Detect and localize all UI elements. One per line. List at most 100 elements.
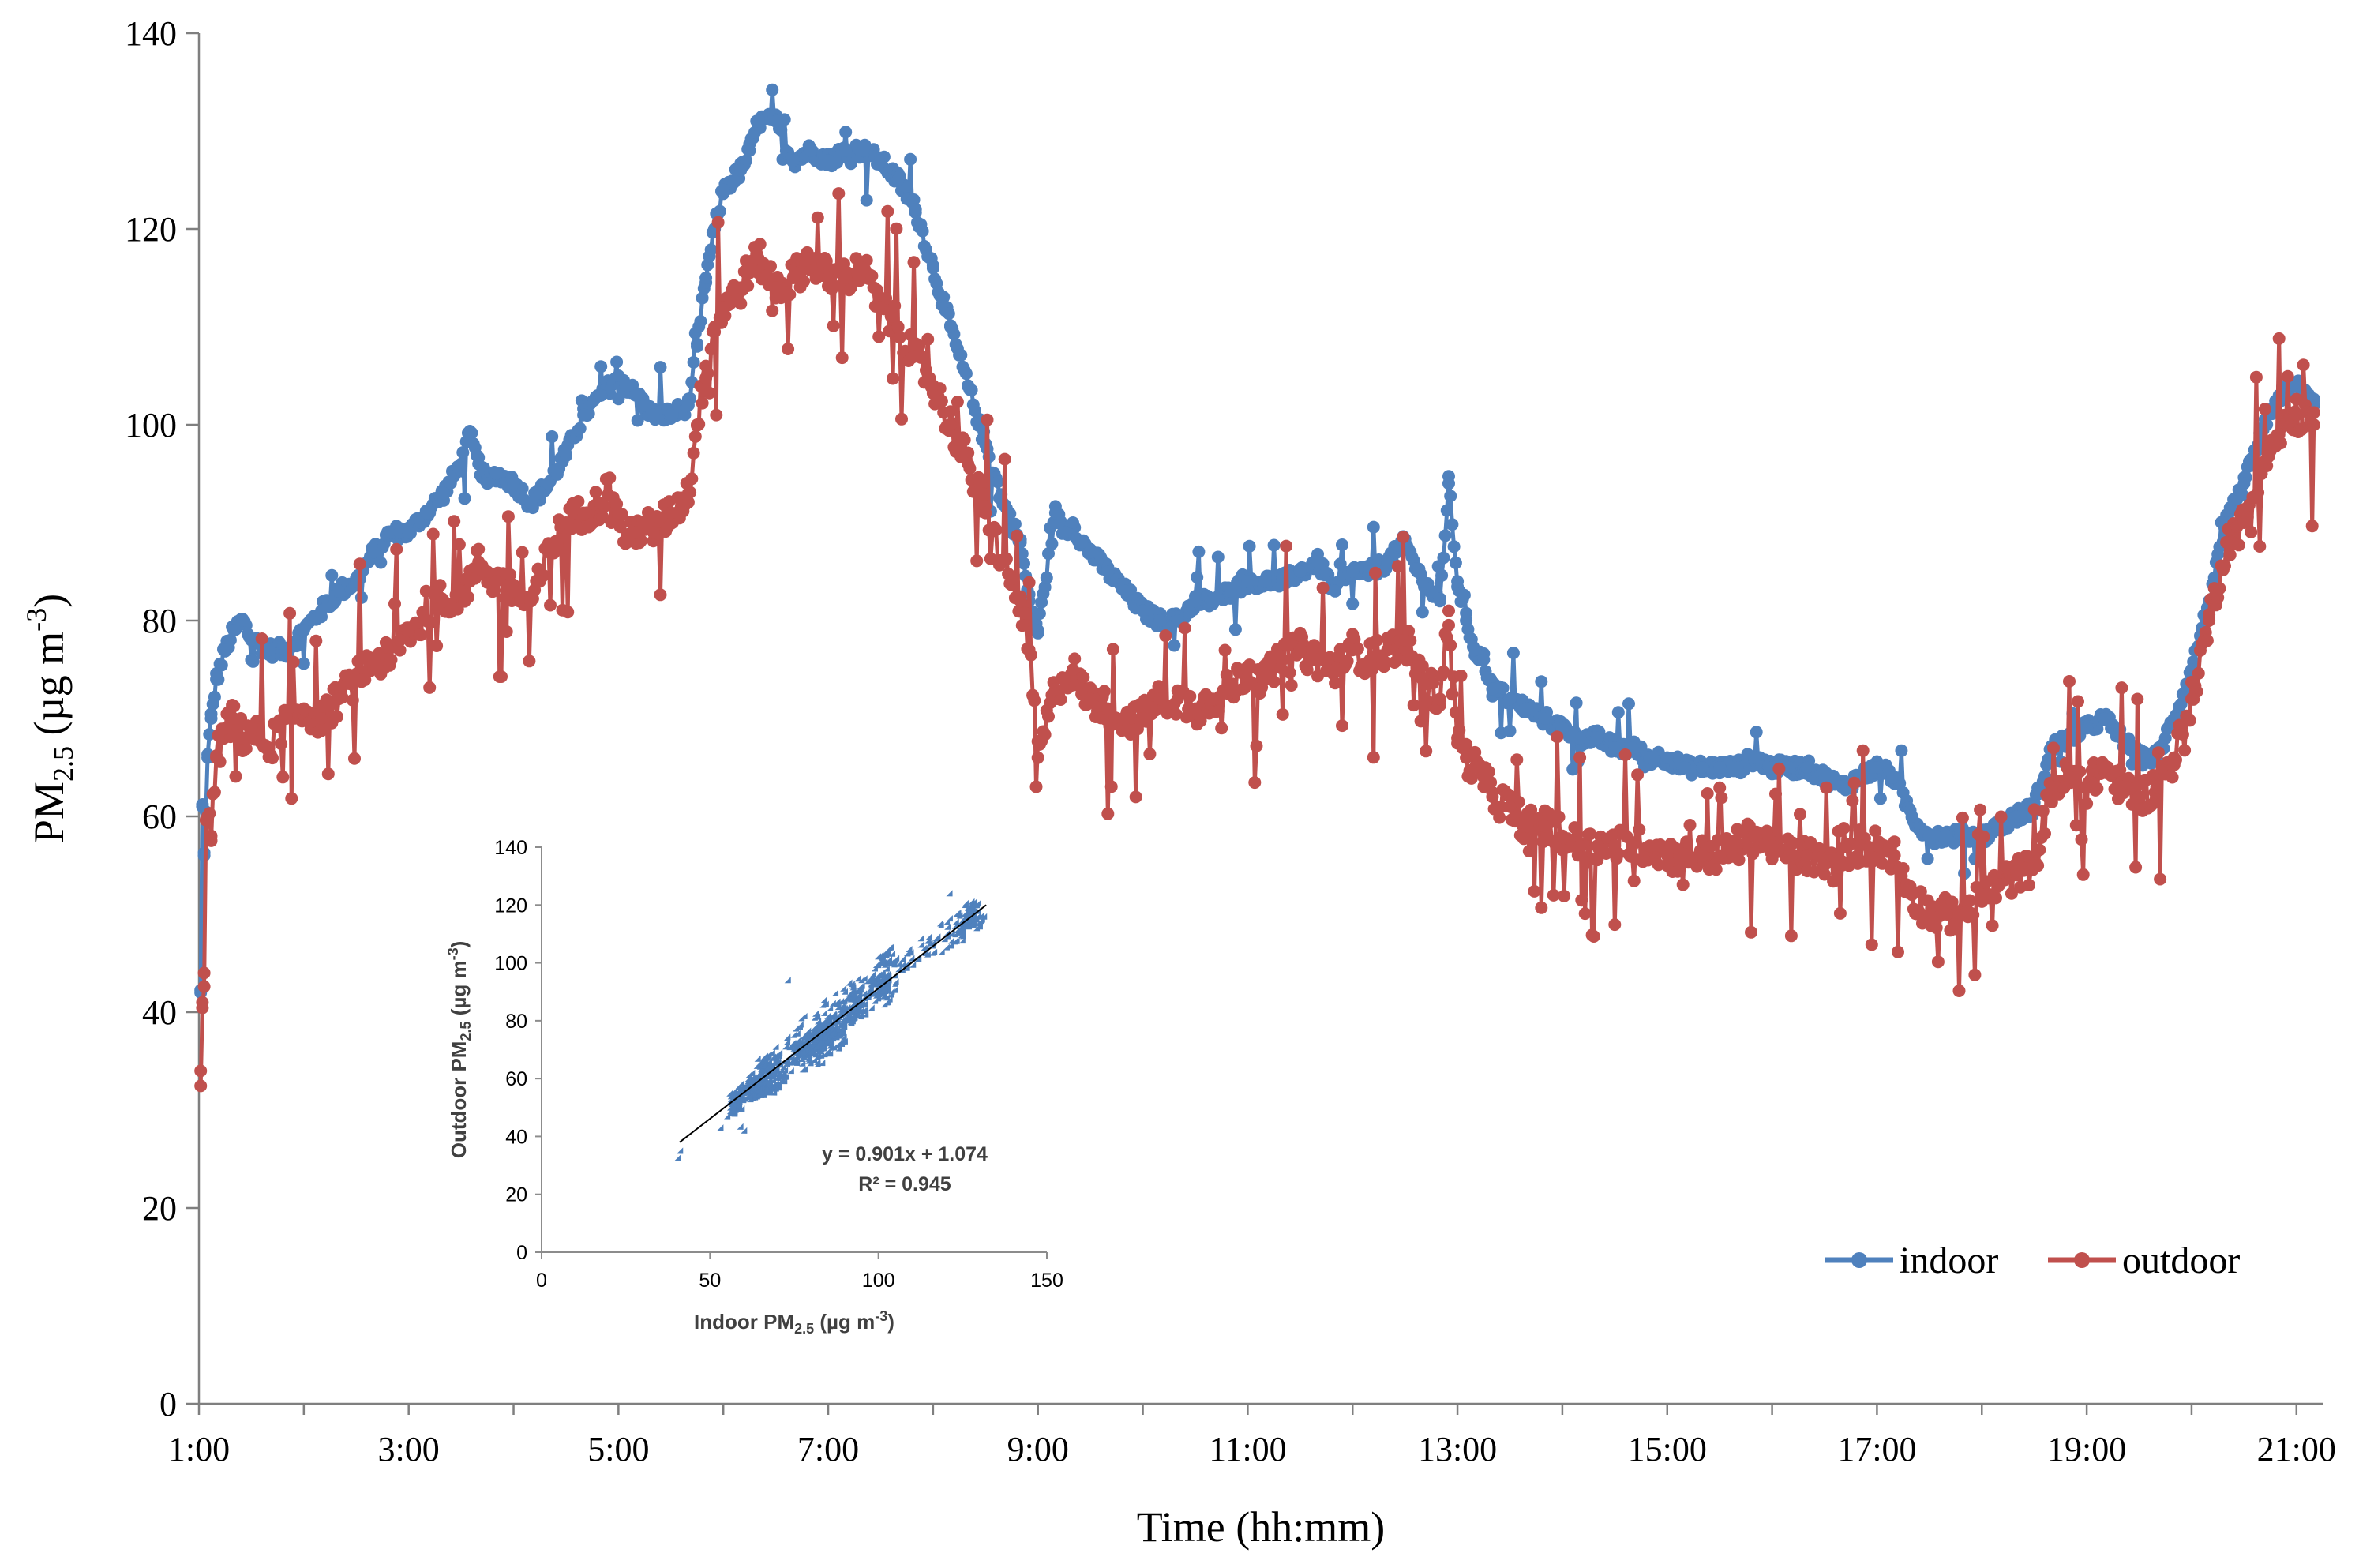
inset-y-tick-label: 0: [516, 1242, 527, 1264]
x-tick-label: 9:00: [1007, 1430, 1069, 1469]
data-point: [1019, 606, 1033, 620]
data-point: [1974, 803, 1987, 816]
scatter-point: [956, 928, 963, 936]
data-point: [647, 526, 660, 539]
data-point: [1442, 477, 1455, 490]
data-point: [1067, 516, 1079, 529]
data-point: [958, 433, 971, 447]
data-point: [2063, 675, 2076, 688]
scatter-point: [741, 1127, 748, 1134]
data-point: [827, 319, 840, 332]
data-point: [2253, 540, 2267, 553]
data-point: [977, 487, 991, 501]
data-point: [266, 752, 279, 765]
data-point: [895, 412, 908, 426]
data-point: [1057, 673, 1071, 686]
data-point: [1573, 731, 1587, 745]
scatter-point: [924, 951, 931, 958]
data-point: [811, 211, 824, 224]
data-point: [913, 339, 926, 353]
data-point: [2098, 761, 2111, 774]
data-point: [348, 752, 361, 765]
data-point: [1346, 643, 1360, 657]
data-point: [2038, 827, 2051, 840]
y-tick-label: 100: [125, 406, 177, 445]
data-point: [2080, 722, 2094, 735]
data-point: [1067, 663, 1079, 676]
data-point: [507, 584, 520, 598]
data-point: [681, 496, 695, 509]
data-point: [1573, 839, 1587, 853]
data-point: [1391, 560, 1405, 573]
data-point: [1206, 692, 1220, 706]
data-point: [1986, 919, 1999, 932]
scatter-point: [791, 1048, 798, 1055]
x-tick-label: 1:00: [168, 1430, 230, 1469]
data-point: [1538, 820, 1551, 833]
scatter-point: [833, 1000, 840, 1007]
data-point: [204, 829, 218, 842]
data-point: [631, 414, 644, 427]
data-point: [1119, 712, 1132, 725]
data-point: [1068, 652, 1082, 666]
data-point: [1731, 761, 1744, 774]
data-point: [1153, 614, 1167, 627]
scatter-point: [855, 987, 862, 994]
data-point: [1285, 679, 1298, 692]
legend: indoor outdoor: [1825, 1240, 2240, 1281]
scatter-point: [884, 970, 891, 977]
data-point: [865, 269, 879, 283]
data-point: [2183, 714, 2196, 727]
data-point: [743, 261, 756, 275]
data-point: [2232, 538, 2245, 552]
data-point: [1660, 849, 1674, 862]
data-point: [1888, 849, 1901, 862]
data-point: [1008, 517, 1022, 531]
scatter-point: [674, 1154, 681, 1161]
data-point: [1555, 829, 1569, 842]
data-point: [612, 506, 625, 520]
data-point: [1407, 699, 1420, 712]
data-point: [713, 204, 726, 218]
data-point: [610, 355, 624, 369]
data-point: [1381, 643, 1394, 657]
data-point: [262, 643, 276, 657]
data-point: [2069, 819, 2083, 832]
scatter-point: [807, 1048, 814, 1055]
data-point: [926, 379, 939, 392]
data-point: [1608, 741, 1622, 755]
data-point: [1643, 751, 1656, 764]
data-point: [629, 526, 643, 539]
scatter-point: [917, 941, 924, 948]
scatter-point: [883, 949, 890, 956]
data-point: [215, 658, 228, 672]
scatter-point: [932, 935, 939, 942]
data-point: [577, 408, 591, 422]
data-point: [704, 343, 718, 356]
data-point: [857, 261, 870, 275]
data-point: [2091, 782, 2104, 795]
data-point: [1837, 822, 1851, 835]
data-point: [740, 154, 752, 167]
data-point: [1547, 888, 1560, 902]
data-point: [1048, 506, 1062, 520]
data-point: [1748, 829, 1761, 842]
inset-y-tick-label: 100: [494, 953, 527, 975]
scatter-point: [879, 956, 886, 963]
regression-line: [679, 904, 987, 1143]
data-point: [2023, 879, 2035, 891]
x-tick-label: 11:00: [1209, 1430, 1287, 1469]
scatter-point: [796, 1023, 803, 1030]
data-point: [769, 114, 782, 128]
data-point: [481, 565, 494, 578]
data-point: [472, 457, 486, 471]
scatter-point: [805, 1054, 812, 1061]
data-point: [989, 523, 1003, 536]
data-point: [279, 712, 293, 725]
data-point: [1772, 762, 1786, 775]
data-point: [696, 291, 709, 305]
scatter-point: [964, 903, 971, 910]
data-point: [1818, 859, 1831, 872]
data-point: [849, 252, 863, 265]
data-point: [1748, 751, 1761, 764]
